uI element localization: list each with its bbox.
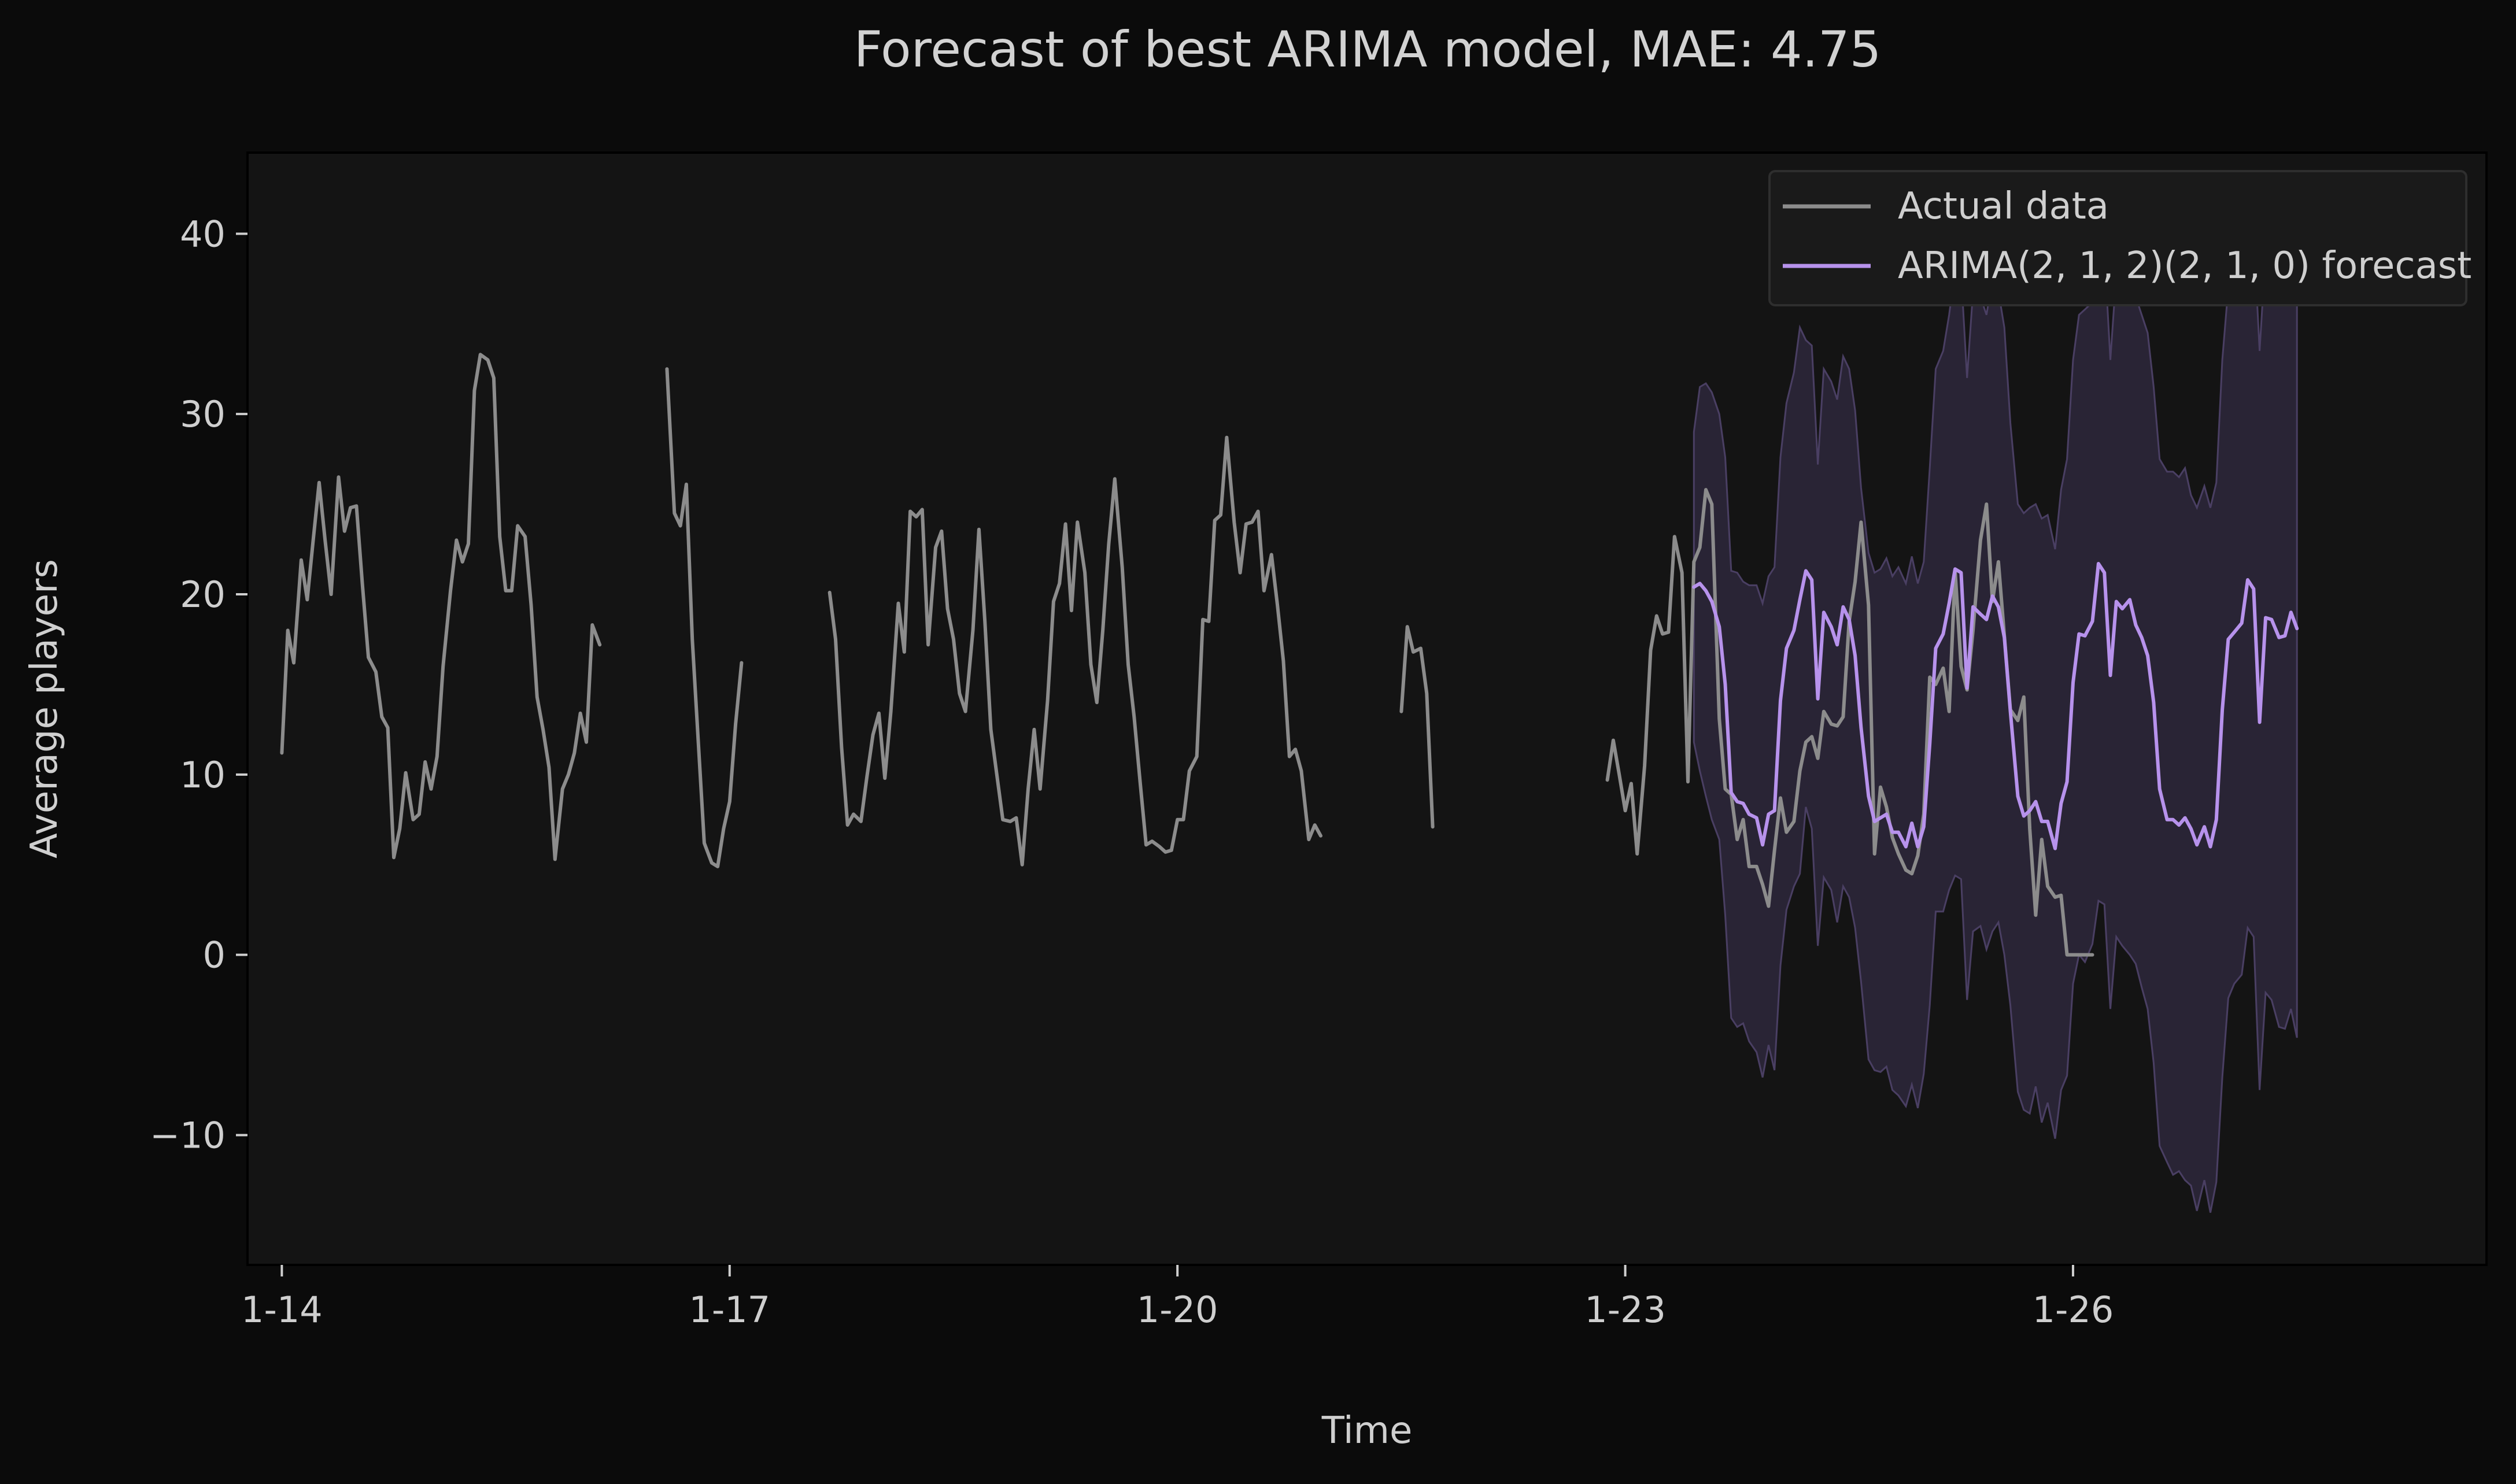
y-tick-label: 20 [180,573,226,616]
forecast-confidence-band [1693,215,2298,1213]
actual-data-line-segment-2 [665,367,744,868]
actual-data-line-segment-3 [827,435,1322,867]
y-tick-label: −10 [150,1114,226,1156]
y-tick-label: 30 [180,393,226,435]
chart-title: Forecast of best ARIMA model, MAE: 4.75 [854,21,1882,79]
forecast-line [1692,562,2299,850]
series-layer [280,353,2299,957]
x-tick-label: 1-17 [689,1289,770,1331]
y-tick-label: 10 [180,754,226,796]
y-tick-label: 40 [180,213,226,255]
y-tick-label: 0 [203,934,226,976]
y-axis-label: Average players [23,559,66,858]
legend: Actual data ARIMA(2, 1, 2)(2, 1, 0) fore… [1768,170,2471,306]
actual-data-line-segment-1 [280,353,602,861]
legend-box [1768,170,2467,306]
x-tick-label: 1-14 [241,1289,323,1331]
legend-label-actual: Actual data [1898,185,2109,228]
confidence-band-layer [1693,215,2298,1213]
x-tick-label: 1-26 [2033,1289,2114,1331]
x-tick-label: 1-20 [1137,1289,1218,1331]
legend-label-forecast: ARIMA(2, 1, 2)(2, 1, 0) forecast [1898,245,2471,287]
actual-data-line-segment-4 [1399,625,1435,829]
y-axis: −10 0 10 20 30 40 [150,213,247,1156]
x-axis: 1-14 1-17 1-20 1-23 1-26 [241,1265,2114,1331]
x-axis-label: Time [1321,1409,1413,1452]
x-tick-label: 1-23 [1584,1289,1666,1331]
